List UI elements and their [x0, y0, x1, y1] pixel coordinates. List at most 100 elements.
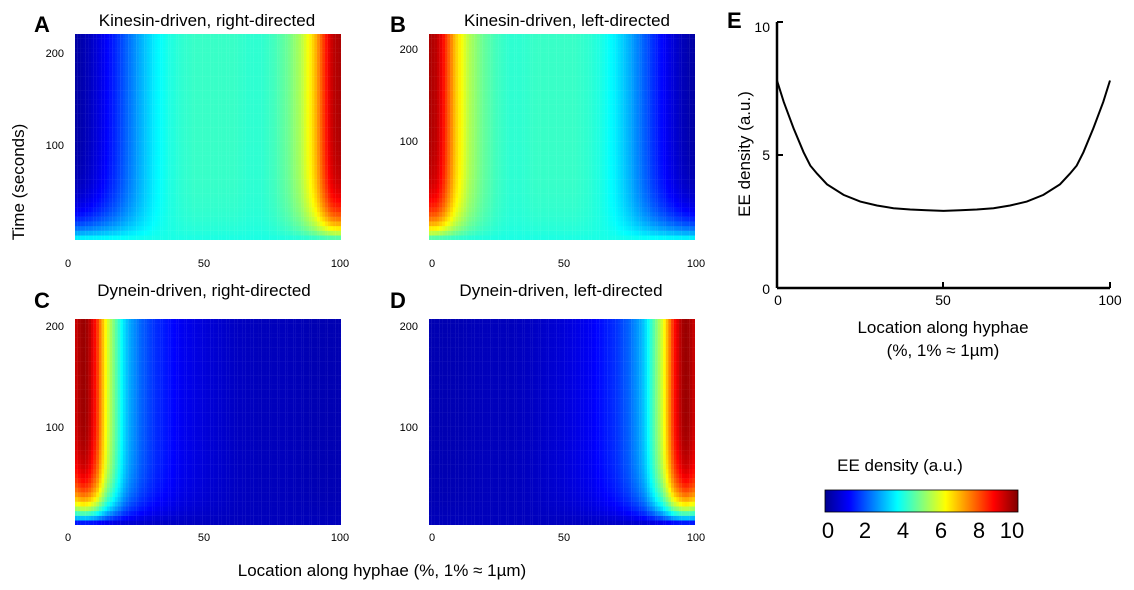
heatmap-cell [192, 184, 195, 189]
heatmap-cell [86, 184, 89, 189]
heatmap-cell [301, 109, 304, 114]
heatmap-cell [94, 198, 97, 203]
heatmap-cell [314, 76, 317, 81]
heatmap-cell [110, 184, 113, 189]
heatmap-cell [288, 137, 291, 142]
heatmap-cell [118, 142, 121, 147]
heatmap-cell [306, 81, 309, 86]
heatmap-cell [243, 235, 246, 240]
heatmap-cell [282, 174, 285, 179]
heatmap-cell [243, 39, 246, 44]
heatmap-cell [240, 43, 243, 48]
heatmap-cell [104, 100, 107, 105]
heatmap-cell [216, 235, 219, 240]
heatmap-cell [134, 128, 137, 133]
heatmap-cell [320, 53, 323, 58]
heatmap-cell [181, 203, 184, 208]
heatmap-cell [253, 62, 256, 67]
heatmap-cell [501, 217, 504, 222]
heatmap-cell [211, 34, 214, 39]
heatmap-cell [269, 151, 272, 156]
heatmap-cell [102, 114, 105, 119]
heatmap-cell [213, 123, 216, 128]
heatmap-cell [83, 137, 86, 142]
heatmap-cell [88, 128, 91, 133]
heatmap-cell [227, 231, 230, 236]
heatmap-cell [309, 71, 312, 76]
heatmap-cell [314, 151, 317, 156]
heatmap-cell [147, 62, 150, 67]
heatmap-cell [142, 160, 145, 165]
heatmap-cell [309, 217, 312, 222]
heatmap-cell [298, 71, 301, 76]
heatmap-cell [149, 217, 152, 222]
heatmap-cell [211, 235, 214, 240]
heatmap-cell [179, 39, 182, 44]
heatmap-cell [320, 151, 323, 156]
heatmap-cell [312, 160, 315, 165]
heatmap-cell [142, 109, 145, 114]
heatmap-cell [692, 231, 695, 236]
heatmap-cell [304, 226, 307, 231]
heatmap-cell [99, 128, 102, 133]
heatmap-cell [253, 71, 256, 76]
heatmap-cell [506, 212, 509, 217]
heatmap-cell [551, 235, 554, 240]
heatmap-cell [216, 95, 219, 100]
heatmap-cell [227, 212, 230, 217]
heatmap-cell [83, 48, 86, 53]
heatmap-cell [511, 217, 514, 222]
heatmap-cell [184, 226, 187, 231]
heatmap-cell [104, 71, 107, 76]
heatmap-cell [171, 189, 174, 194]
heatmap-cell [131, 81, 134, 86]
heatmap-cell [149, 86, 152, 91]
heatmap-cell [155, 193, 158, 198]
heatmap-cell [128, 39, 131, 44]
heatmap-cell [336, 156, 339, 161]
heatmap-cell [115, 104, 118, 109]
heatmap-cell [259, 212, 262, 217]
heatmap-cell [336, 174, 339, 179]
heatmap-cell [86, 151, 89, 156]
heatmap-cell [687, 217, 690, 222]
heatmap-cell [280, 43, 283, 48]
heatmap-cell [240, 170, 243, 175]
heatmap-cell [224, 128, 227, 133]
heatmap-cell [636, 226, 639, 231]
heatmap-cell [328, 184, 331, 189]
x-tick-a-100: 100 [331, 258, 349, 270]
heatmap-cell [658, 221, 661, 226]
heatmap-cell [503, 212, 506, 217]
heatmap-cell [668, 226, 671, 231]
heatmap-cell [235, 137, 238, 142]
heatmap-cell [275, 189, 278, 194]
heatmap-cell [269, 198, 272, 203]
heatmap-cell [96, 198, 99, 203]
heatmap-cell [280, 132, 283, 137]
heatmap-cell [144, 174, 147, 179]
heatmap-cell [104, 193, 107, 198]
heatmap-cell [134, 184, 137, 189]
heatmap-cell [216, 90, 219, 95]
heatmap-cell [173, 48, 176, 53]
heatmap-cell [237, 207, 240, 212]
heatmap-cell [184, 128, 187, 133]
heatmap-cell [277, 48, 280, 53]
heatmap-cell [211, 81, 214, 86]
heatmap-cell [88, 184, 91, 189]
heatmap-cell [282, 81, 285, 86]
heatmap-cell [224, 156, 227, 161]
heatmap-cell [80, 71, 83, 76]
heatmap-cell [309, 156, 312, 161]
heatmap-cell [176, 34, 179, 39]
heatmap-cell [173, 207, 176, 212]
heatmap-cell [309, 170, 312, 175]
heatmap-cell [277, 53, 280, 58]
heatmap-cell [115, 231, 118, 236]
heatmap-cell [317, 123, 320, 128]
heatmap-cell [184, 203, 187, 208]
heatmap-cell [259, 95, 262, 100]
heatmap-cell [448, 212, 451, 217]
heatmap-cell [251, 86, 254, 91]
